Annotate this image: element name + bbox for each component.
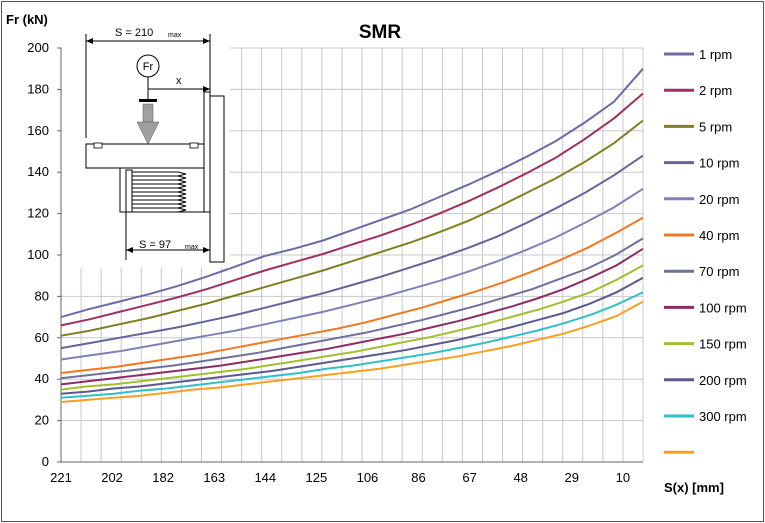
- y-tick-label: 120: [27, 206, 49, 221]
- series-line-3: [60, 119, 644, 337]
- series-line-11: [60, 291, 644, 399]
- s-min-label: S = 97: [139, 239, 171, 251]
- spring-coil: [132, 187, 187, 193]
- series-line-12: [60, 300, 644, 403]
- y-tick-label: 140: [27, 164, 49, 179]
- spring-coil: [132, 183, 187, 189]
- legend-label: 70 rpm: [699, 264, 739, 279]
- chart-title: SMR: [359, 22, 402, 43]
- spring-coil: [132, 195, 187, 201]
- legend-label: 150 rpm: [699, 337, 747, 352]
- series-line-9: [60, 264, 644, 391]
- x-tick-label: 144: [254, 470, 276, 485]
- inset-diagram: S = 210 max x Fr S = 97 max: [62, 27, 230, 268]
- x-tick-label: 163: [203, 470, 225, 485]
- x-tick-label: 221: [50, 470, 72, 485]
- legend-label: 40 rpm: [699, 228, 739, 243]
- y-tick-label: 160: [27, 123, 49, 138]
- y-tick-label: 20: [35, 413, 49, 428]
- series-line-1: [60, 68, 644, 319]
- y-tick-label: 80: [35, 288, 49, 303]
- x-axis-title: S(x) [mm]: [664, 480, 724, 495]
- x-dimension-label: x: [176, 75, 182, 87]
- y-tick-label: 0: [42, 454, 49, 469]
- x-tick-label: 182: [152, 470, 174, 485]
- series-lines: [60, 68, 644, 403]
- x-tick-label: 48: [513, 470, 527, 485]
- legend-label: 5 rpm: [699, 119, 732, 134]
- x-tick-label: 125: [306, 470, 328, 485]
- x-tick-label: 29: [565, 470, 579, 485]
- spring-coil: [132, 175, 187, 181]
- x-tick-label: 86: [411, 470, 425, 485]
- spring-coil: [132, 179, 187, 185]
- series-line-2: [60, 92, 644, 327]
- spring-coil: [132, 191, 187, 197]
- legend: 1 rpm 2 rpm 5 rpm 10 rpm 20 rpm 40 rpm 70 rpm 1…: [664, 47, 747, 454]
- s-min-subscript: max: [185, 244, 199, 251]
- x-tick-label: 202: [101, 470, 123, 485]
- spring-coil: [132, 203, 187, 209]
- spring-coil: [132, 207, 187, 213]
- series-line-5: [60, 187, 644, 361]
- legend-label: 10 rpm: [699, 156, 739, 171]
- inset-plate: [85, 143, 205, 169]
- series-line-10: [60, 276, 644, 395]
- series-line-6: [60, 216, 644, 374]
- y-tick-label: 40: [35, 371, 49, 386]
- legend-label: 2 rpm: [699, 83, 732, 98]
- legend-label: 100 rpm: [699, 300, 747, 315]
- series-line-7: [60, 237, 644, 380]
- legend-label: 300 rpm: [699, 409, 747, 424]
- inset-flange: [209, 95, 225, 263]
- spring-coil: [132, 199, 187, 205]
- s-max-label: S = 210: [115, 27, 153, 39]
- y-axis-title: Fr (kN): [6, 12, 48, 27]
- x-tick-label: 106: [357, 470, 379, 485]
- force-label: Fr: [143, 61, 154, 73]
- y-tick-label: 100: [27, 247, 49, 262]
- legend-label: 200 rpm: [699, 373, 747, 388]
- spring-cap: [125, 169, 133, 213]
- load-arrow: [142, 103, 154, 123]
- legend-label: 20 rpm: [699, 192, 739, 207]
- spring-coil: [132, 171, 187, 177]
- y-tick-labels: 0 20 40 60 80 100 120 140 160 180 200: [27, 40, 61, 469]
- x-tick-label: 67: [462, 470, 476, 485]
- x-tick-label: 10: [616, 470, 630, 485]
- series-line-4: [60, 154, 644, 350]
- series-line-8: [60, 247, 644, 386]
- y-tick-label: 200: [27, 40, 49, 55]
- s-max-subscript: max: [168, 32, 182, 39]
- x-tick-labels: 221 202 182 163 144 125 106 86 67 48 29 10: [50, 470, 630, 485]
- y-tick-label: 180: [27, 81, 49, 96]
- legend-label: 1 rpm: [699, 47, 732, 62]
- y-tick-label: 60: [35, 330, 49, 345]
